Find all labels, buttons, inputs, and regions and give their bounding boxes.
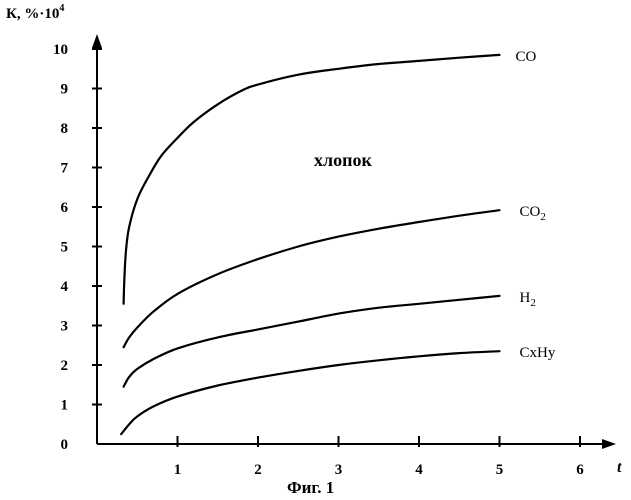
series-label-co: CO [516, 49, 537, 65]
y-ticks: 0 1 2 3 4 5 6 7 8 9 10 [53, 42, 102, 453]
y-tick-label: 6 [61, 200, 69, 216]
x-tick-label: 1 [174, 462, 182, 478]
y-tick-label: 4 [61, 279, 69, 295]
annotation-label: хлопок [314, 150, 372, 170]
series-line-co [124, 55, 500, 304]
figure-caption: Фиг. 1 [287, 478, 334, 497]
series-label-main: CxHy [520, 345, 556, 361]
series-group [121, 55, 499, 434]
y-tick-label: 0 [61, 437, 69, 453]
series-line-h2 [124, 296, 500, 387]
y-tick-label: 3 [61, 319, 69, 335]
y-tick-label: 1 [61, 398, 69, 414]
x-tick-label: 5 [496, 462, 504, 478]
series-label-main: H [520, 290, 531, 306]
y-tick-label: 8 [61, 121, 69, 137]
series-label-h2: H2 [520, 290, 536, 309]
series-label-cxhy: CxHy [520, 345, 556, 361]
y-tick-label: 2 [61, 358, 69, 374]
series-label-main: CO [520, 204, 541, 220]
y-tick-label: 10 [53, 42, 68, 58]
x-tick-label: 3 [335, 462, 343, 478]
axes [92, 34, 616, 449]
x-tick-label: 6 [576, 462, 584, 478]
x-tick-label: 2 [254, 462, 262, 478]
y-axis-arrow [92, 34, 102, 48]
y-tick-label: 7 [61, 161, 69, 177]
x-tick-label: 4 [415, 462, 423, 478]
x-axis-arrow [602, 439, 616, 449]
y-tick-label: 5 [61, 240, 69, 256]
series-line-co2 [124, 210, 500, 347]
series-line-cxhy [121, 351, 499, 434]
x-axis-label: t [617, 459, 622, 476]
series-label-main: CO [516, 49, 537, 65]
y-tick-label: 9 [61, 82, 69, 98]
series-label-co2: CO2 [520, 204, 546, 223]
series-label-subscript: 2 [530, 297, 536, 309]
y-axis-label: К, %·104 [6, 3, 64, 22]
series-label-subscript: 2 [540, 211, 546, 223]
series-labels: COCO2H2CxHy [516, 49, 556, 361]
x-ticks: 1 2 3 4 5 6 [174, 436, 585, 478]
y-axis-label-superscript: 4 [59, 3, 64, 14]
